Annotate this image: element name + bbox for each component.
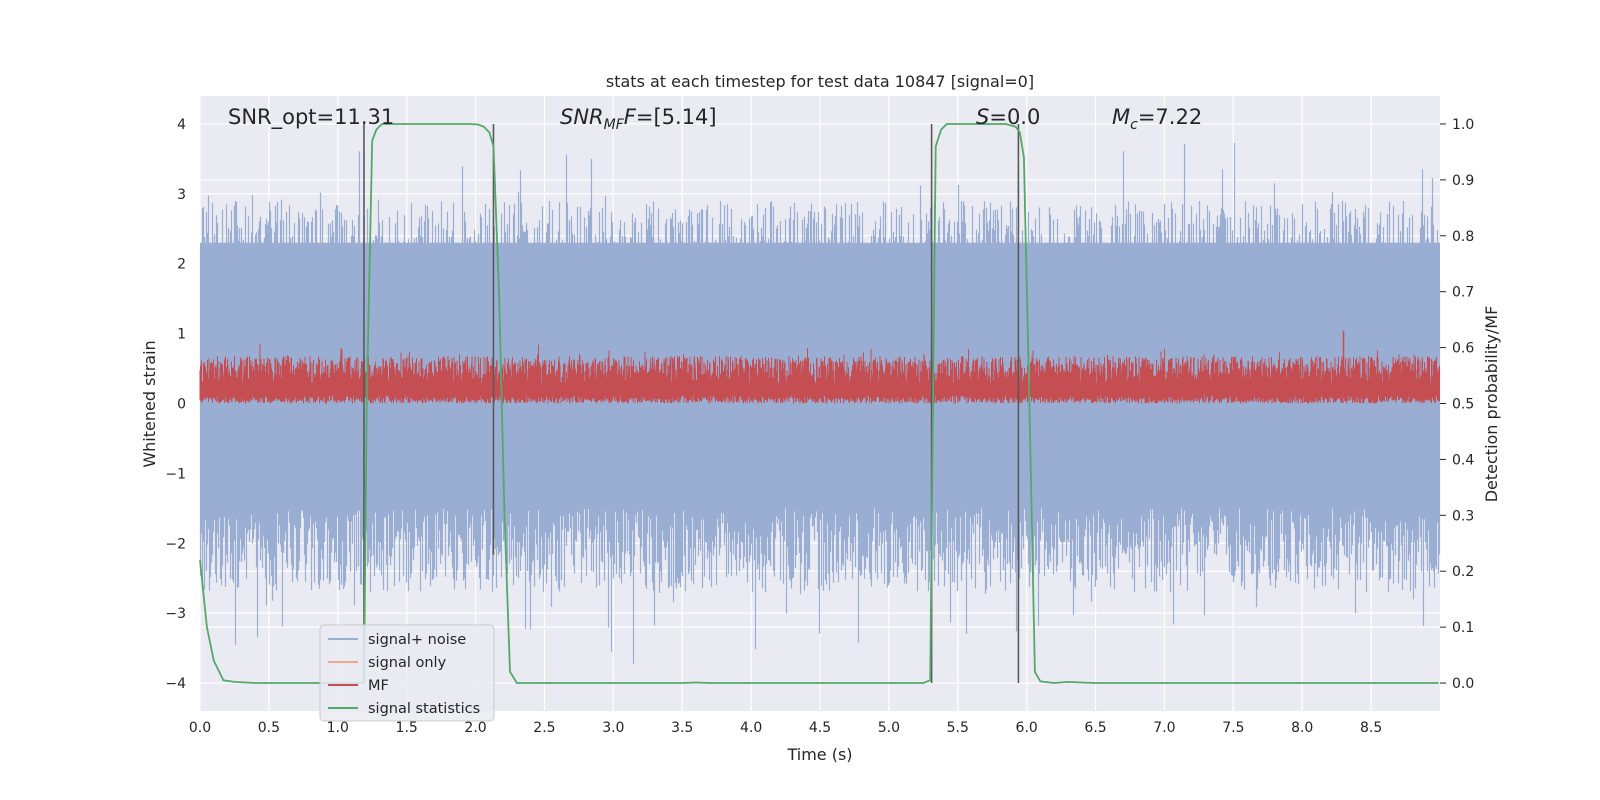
y-left-tick-label-7: 3 (177, 187, 186, 203)
chart-title: stats at each timestep for test data 108… (606, 72, 1034, 91)
x-tick-label-15: 7.5 (1222, 720, 1244, 736)
x-tick-label-2: 1.0 (327, 720, 349, 736)
legend-label-mf: MF (368, 678, 389, 694)
mf-series (199, 330, 1440, 404)
y-left-axis-label: Whitened strain (140, 340, 159, 467)
annotation-snr-opt: SNR_opt=11.31 (228, 105, 394, 130)
x-tick-label-1: 0.5 (258, 720, 280, 736)
annotation-mc-main: M (1112, 105, 1130, 129)
annotation-snr-mf-sub: MF (604, 117, 625, 133)
x-tick-label-4: 2.0 (464, 720, 486, 736)
x-tick-label-5: 2.5 (533, 720, 555, 736)
x-tick-label-16: 8.0 (1291, 720, 1313, 736)
y-right-tick-label-6: 0.6 (1452, 341, 1474, 357)
y-left-tick-label-6: 2 (177, 257, 186, 273)
x-axis-ticks: 0.0 0.5 1.0 1.5 2.0 2.5 3.0 3.5 4.0 4.5 5.0 5.5 6.0 6… (189, 720, 1382, 736)
x-tick-label-0: 0.0 (189, 720, 211, 736)
y-right-axis-ticks: 0.0 0.1 0.2 0.3 0.4 0.5 0.6 0.7 0.8 0.9 1.0 (1440, 117, 1474, 692)
x-tick-label-9: 4.5 (809, 720, 831, 736)
y-left-tick-label-8: 4 (177, 117, 186, 133)
legend-label-signal-statistics: signal statistics (368, 701, 480, 717)
x-tick-label-17: 8.5 (1360, 720, 1382, 736)
y-left-tick-label-4: 0 (177, 397, 186, 413)
annotation-mc: Mc=7.22 (1112, 105, 1202, 133)
y-right-tick-label-8: 0.8 (1452, 229, 1474, 245)
y-left-tick-label-5: 1 (177, 327, 186, 343)
legend-label-signal-plus-noise: signal+ noise (368, 632, 466, 648)
y-left-axis-ticks: −4 −3 −2 −1 0 1 2 3 4 (165, 117, 186, 692)
x-tick-label-14: 7.0 (1153, 720, 1175, 736)
y-right-axis-label: Detection probability/MF (1482, 306, 1501, 503)
x-tick-label-12: 6.0 (1016, 720, 1038, 736)
x-tick-label-7: 3.5 (671, 720, 693, 736)
annotation-snr-mf-f: F (624, 105, 637, 129)
y-left-tick-label-2: −2 (165, 536, 186, 552)
x-tick-label-13: 6.5 (1084, 720, 1106, 736)
y-right-tick-label-10: 1.0 (1452, 117, 1474, 133)
legend-box (319, 624, 495, 722)
y-left-tick-label-0: −4 (165, 676, 186, 692)
y-right-tick-label-3: 0.3 (1452, 508, 1474, 524)
y-right-tick-label-1: 0.1 (1452, 620, 1474, 636)
y-right-tick-label-0: 0.0 (1452, 676, 1474, 692)
annotation-s: S=0.0 (976, 105, 1040, 129)
y-left-tick-label-3: −1 (165, 466, 186, 482)
x-tick-label-11: 5.5 (947, 720, 969, 736)
y-right-tick-label-7: 0.7 (1452, 285, 1474, 301)
y-right-tick-label-5: 0.5 (1452, 397, 1474, 413)
legend: signal+ noise signal only MF signal stat… (319, 624, 495, 722)
x-tick-label-3: 1.5 (396, 720, 418, 736)
annotation-mc-sub: c (1130, 117, 1138, 133)
x-tick-label-6: 3.0 (602, 720, 624, 736)
y-right-tick-label-2: 0.2 (1452, 564, 1474, 580)
mf-line (199, 343, 1440, 404)
y-left-tick-label-1: −3 (165, 606, 186, 622)
x-axis-label: Time (s) (786, 745, 852, 764)
annotation-mc-value: =7.22 (1138, 105, 1202, 129)
y-right-tick-label-9: 0.9 (1452, 173, 1474, 189)
x-tick-label-10: 5.0 (878, 720, 900, 736)
annotation-snr-mf-value: =[5.14] (636, 105, 717, 129)
annotation-snr-mf: SNRMFF=[5.14] (560, 105, 717, 133)
legend-label-signal-only: signal only (368, 655, 447, 671)
annotation-s-main: S (976, 105, 989, 129)
x-tick-label-8: 4.0 (740, 720, 762, 736)
y-right-tick-label-4: 0.4 (1452, 452, 1474, 468)
annotation-s-value: =0.0 (989, 105, 1040, 129)
annotation-snr-mf-main: SNR (560, 105, 604, 129)
